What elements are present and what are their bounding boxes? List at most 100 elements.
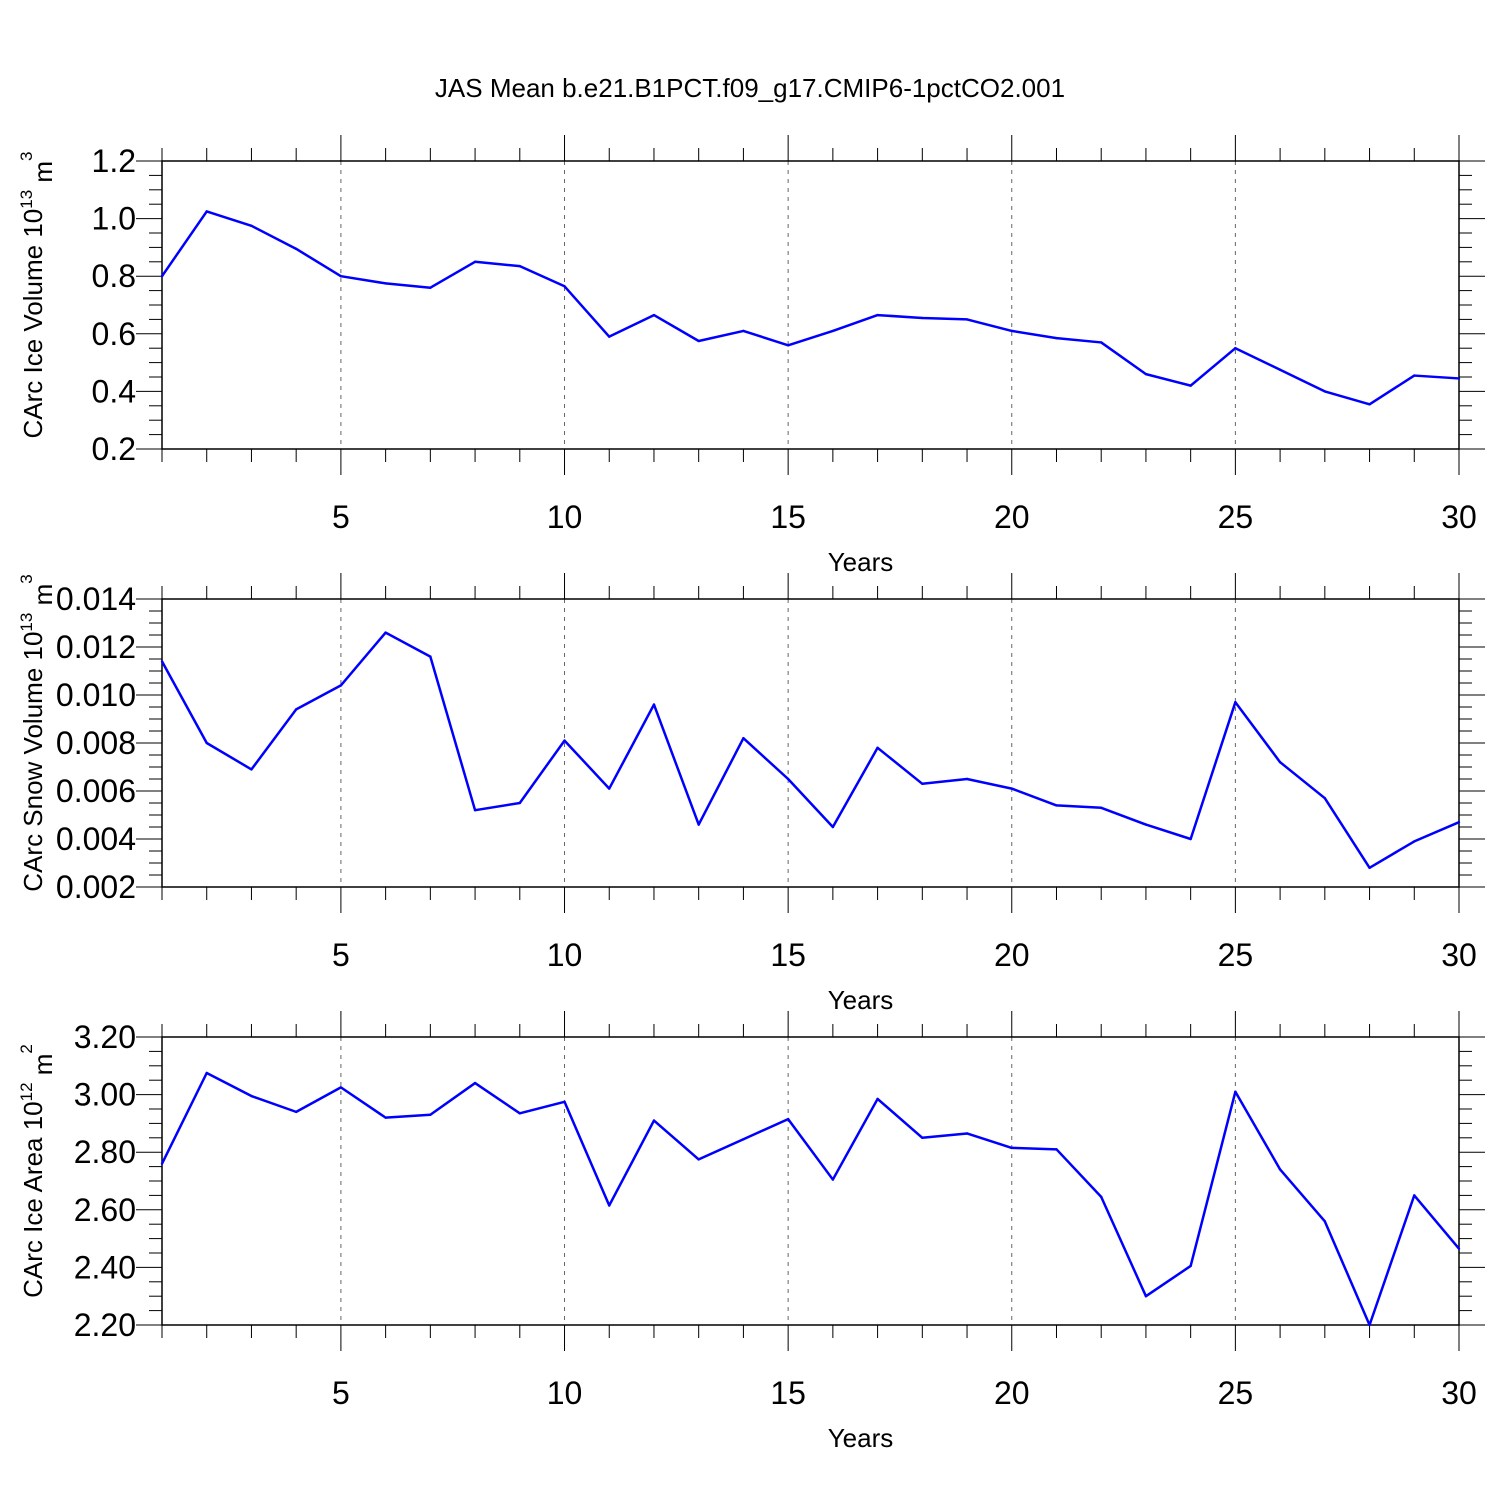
data-point (1010, 329, 1013, 333)
x-axis-label: Years (828, 547, 894, 577)
y-tick-label: 2.20 (74, 1307, 136, 1343)
data-point (1368, 403, 1371, 406)
data-point (1010, 1146, 1013, 1150)
y-axis-label-exp1: 13 (17, 613, 36, 632)
y-axis-label-mid: m (28, 584, 58, 613)
x-tick-label: 15 (770, 1375, 806, 1411)
data-point (1189, 1264, 1192, 1268)
x-axis-label: Years (828, 1423, 894, 1453)
data-point (429, 1113, 432, 1116)
data-point (1100, 1195, 1103, 1199)
y-tick-label: 0.004 (56, 821, 136, 857)
data-point (1055, 1148, 1058, 1151)
data-point (339, 1086, 343, 1089)
y-axis-label-base: CArc Ice Area 10 (18, 1101, 48, 1298)
data-point (1234, 701, 1237, 704)
data-point (652, 313, 656, 317)
y-axis-label-mid: m (28, 161, 58, 190)
data-point (608, 335, 611, 338)
data-point (1278, 368, 1282, 371)
series-line (160, 210, 1460, 406)
y-axis-label: CArc Ice Volume 1013 m3 (17, 151, 58, 438)
data-point (1234, 1090, 1237, 1093)
x-axis-label: Years (828, 985, 894, 1015)
data-point (1189, 384, 1192, 387)
y-tick-label: 0.012 (56, 629, 136, 665)
data-point (1100, 806, 1103, 809)
data-point (742, 1138, 745, 1141)
data-point (608, 787, 611, 790)
data-point (160, 660, 164, 663)
x-tick-label: 20 (994, 937, 1030, 973)
data-point (1457, 821, 1461, 824)
y-tick-label: 2.60 (74, 1192, 136, 1228)
data-point (384, 1116, 387, 1119)
data-point (876, 746, 879, 749)
x-tick-label: 20 (994, 1375, 1030, 1411)
x-tick-label: 30 (1441, 937, 1477, 973)
x-tick-label: 5 (332, 937, 350, 973)
y-tick-label: 1.2 (92, 143, 136, 179)
x-tick-label: 25 (1218, 937, 1254, 973)
data-point (1189, 837, 1192, 841)
data-point (205, 210, 208, 213)
data-point (518, 1112, 521, 1115)
data-point (742, 329, 745, 333)
data-point (697, 1158, 700, 1161)
x-tick-label: 20 (994, 499, 1030, 535)
x-tick-label: 5 (332, 499, 350, 535)
data-point (1323, 1220, 1327, 1223)
data-point (1055, 804, 1058, 807)
data-point (1055, 336, 1058, 340)
y-axis-label-mid: m (28, 1054, 58, 1083)
data-point (921, 1136, 924, 1140)
data-point (697, 823, 700, 826)
data-point (473, 1081, 477, 1085)
data-point (786, 344, 790, 347)
data-point (1368, 1323, 1371, 1327)
y-tick-label: 3.20 (74, 1019, 136, 1055)
y-tick-label: 0.008 (56, 725, 136, 761)
data-point (250, 1094, 253, 1098)
data-point (429, 655, 432, 658)
x-tick-label: 10 (547, 937, 583, 973)
data-point (1368, 866, 1371, 869)
data-point (1144, 372, 1148, 376)
data-point (294, 708, 298, 711)
data-point (160, 275, 164, 278)
y-tick-label: 1.0 (92, 201, 136, 237)
data-point (1278, 761, 1282, 764)
data-point (1413, 1194, 1416, 1197)
data-point (1278, 1168, 1282, 1171)
y-tick-label: 0.014 (56, 581, 136, 617)
data-point (786, 1117, 790, 1121)
data-point (965, 1132, 969, 1135)
x-tick-label: 10 (547, 499, 583, 535)
y-axis-label: CArc Ice Area 1012 m2 (17, 1044, 58, 1298)
data-point (786, 777, 790, 781)
figure-title: JAS Mean b.e21.B1PCT.f09_g17.CMIP6-1pctC… (435, 73, 1065, 103)
data-point (742, 737, 745, 740)
x-tick-label: 5 (332, 1375, 350, 1411)
data-point (294, 1110, 298, 1114)
y-tick-label: 3.00 (74, 1077, 136, 1113)
y-axis-label-base: CArc Ice Volume 10 (18, 209, 48, 439)
chart-panel-2: 5 10 15 20 25 30 0.002 0.004 0.006 0.008 0.010 0.01… (17, 573, 1485, 1015)
data-point (965, 318, 969, 321)
data-point (876, 1097, 879, 1101)
data-point (1323, 390, 1327, 393)
y-tick-label: 0.2 (92, 431, 136, 467)
data-point (518, 264, 521, 268)
data-point (473, 260, 477, 263)
data-point (831, 1178, 835, 1181)
data-point (1144, 823, 1148, 826)
data-point (965, 777, 969, 781)
data-point (518, 801, 521, 805)
data-point (429, 286, 432, 289)
y-tick-label: 0.6 (92, 316, 136, 352)
chart-panel-1: 5 10 15 20 25 30 0.2 0.4 0.6 0.8 1.0 1.2 Years CArc I… (17, 135, 1485, 577)
x-tick-label: 10 (547, 1375, 583, 1411)
y-tick-label: 0.006 (56, 773, 136, 809)
y-tick-label: 2.80 (74, 1134, 136, 1170)
